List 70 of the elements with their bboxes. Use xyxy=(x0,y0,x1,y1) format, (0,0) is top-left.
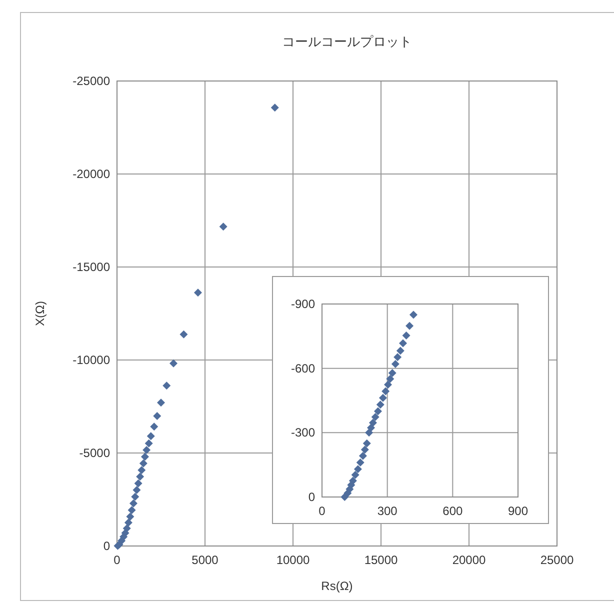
point xyxy=(374,407,382,416)
point xyxy=(394,353,402,362)
y-tick-label: -15000 xyxy=(72,260,110,274)
x-tick-label: 20000 xyxy=(452,553,486,567)
point xyxy=(131,492,140,501)
y-tick-label: -5000 xyxy=(79,446,110,460)
point xyxy=(150,422,158,431)
point xyxy=(162,382,171,390)
point xyxy=(362,439,371,448)
point xyxy=(136,472,144,481)
y-tick-label: -20000 xyxy=(72,167,110,181)
point xyxy=(409,310,418,319)
point xyxy=(157,398,165,407)
point xyxy=(180,330,188,338)
x-tick-label: 300 xyxy=(377,504,398,518)
x-tick-label: 25000 xyxy=(540,553,574,567)
point xyxy=(356,458,364,466)
point xyxy=(126,512,134,521)
point xyxy=(384,380,392,389)
point xyxy=(386,374,394,383)
point xyxy=(367,424,375,432)
point xyxy=(360,446,369,454)
x-tick-label: 0 xyxy=(318,504,326,518)
x-tick-label: 5000 xyxy=(192,553,219,567)
point xyxy=(144,439,153,448)
point xyxy=(132,486,141,494)
point xyxy=(140,452,149,461)
point xyxy=(146,432,155,440)
y-axis-title: X(Ω) xyxy=(33,301,47,326)
point xyxy=(371,413,380,422)
point xyxy=(129,499,138,508)
point xyxy=(396,346,404,355)
y-tick-label: 0 xyxy=(308,490,316,504)
point xyxy=(376,400,384,409)
x-tick-label: 600 xyxy=(442,504,463,518)
point xyxy=(378,394,387,402)
x-tick-label: 0 xyxy=(114,553,121,567)
point xyxy=(382,387,390,396)
point xyxy=(402,332,410,340)
point xyxy=(219,222,228,231)
point xyxy=(138,466,146,474)
point xyxy=(169,359,178,368)
point xyxy=(391,360,400,368)
point xyxy=(124,518,132,527)
y-tick-label: -300 xyxy=(290,426,316,440)
y-tick-label: -10000 xyxy=(72,353,110,367)
point xyxy=(340,493,349,501)
point xyxy=(406,322,414,330)
point xyxy=(351,470,360,479)
y-tick-label: -900 xyxy=(290,297,316,311)
x-tick-label: 15000 xyxy=(364,553,398,567)
point xyxy=(388,369,396,378)
point xyxy=(270,104,279,112)
point xyxy=(134,479,142,488)
chart-title: コールコールプロット xyxy=(282,34,412,49)
point xyxy=(139,459,148,468)
y-tick-label: -25000 xyxy=(72,74,110,88)
point xyxy=(194,288,202,297)
y-tick-label: 0 xyxy=(103,539,110,553)
x-tick-label: 10000 xyxy=(276,553,310,567)
point xyxy=(142,446,151,454)
x-axis-title: Rs(Ω) xyxy=(321,579,353,593)
y-tick-label: -600 xyxy=(290,361,316,376)
point xyxy=(399,339,408,348)
point xyxy=(358,452,367,460)
point xyxy=(128,506,136,514)
point xyxy=(153,412,162,420)
x-tick-label: 900 xyxy=(508,504,528,518)
point xyxy=(365,428,374,437)
point xyxy=(354,465,362,474)
